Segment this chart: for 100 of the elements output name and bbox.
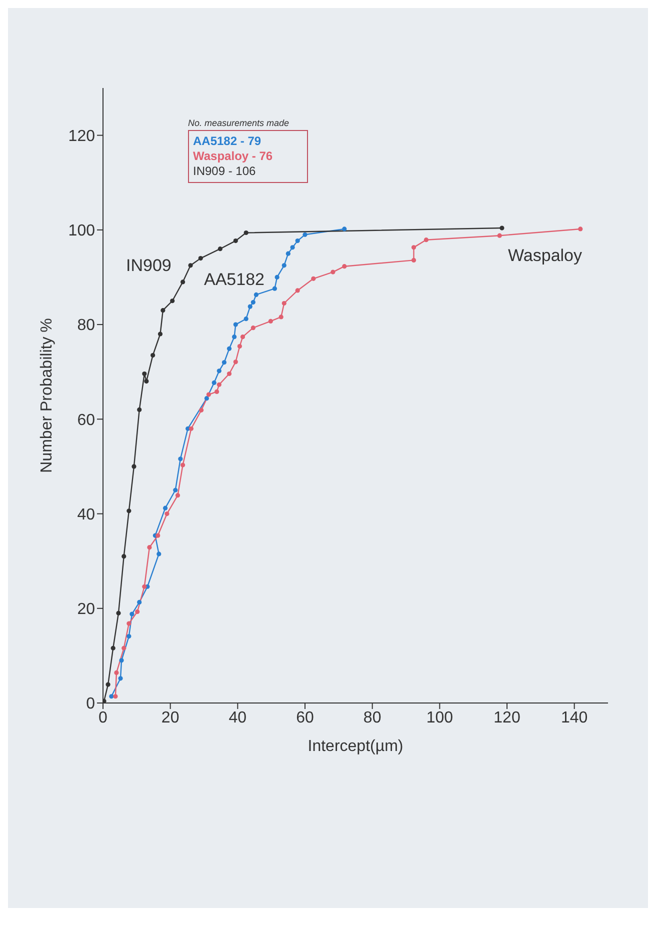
y-axis-title: Number Probability % [38,318,56,473]
point [137,600,142,605]
point [254,292,258,298]
point [290,245,295,250]
point [342,264,347,269]
point [206,392,212,397]
point [113,694,118,699]
point [295,288,300,293]
point [144,379,149,384]
annotation: IN909 [126,256,172,276]
point [232,334,237,340]
x-tick-label: 80 [363,709,382,726]
point [216,368,222,374]
point [198,256,203,261]
point [178,456,183,462]
point [114,670,119,676]
point [156,533,160,538]
point [233,322,238,327]
point [142,584,147,589]
point [240,334,246,340]
point [286,251,290,256]
point [122,646,126,650]
point [226,346,232,351]
point [214,389,220,394]
point [119,658,124,663]
point [204,396,209,401]
point [274,274,280,280]
y-tick-label: 120 [68,128,96,145]
point [218,246,222,252]
point [147,545,152,550]
point [160,308,166,313]
text: AA5182 - 79 [193,134,262,149]
y-tick-label: 80 [77,317,96,334]
annotation: Waspaloy [508,246,582,266]
x-tick-label: 140 [560,709,588,726]
point [188,426,194,431]
point [126,634,132,639]
point [282,300,286,306]
x-tick-label: 100 [426,709,454,726]
point [142,371,147,376]
point [302,232,308,237]
point [233,360,238,364]
point [248,304,252,309]
x-tick-label: 120 [494,709,520,726]
point [411,245,416,250]
text: IN909 - 106 [193,164,257,179]
annotation: AA5182 [204,270,264,290]
point [180,280,186,284]
point [135,609,140,614]
point [497,233,502,238]
point [244,316,248,322]
point [180,462,186,468]
point [164,511,170,516]
point [150,352,156,358]
point [106,682,110,687]
y-tick-label: 100 [68,222,96,240]
point [330,270,336,274]
point [109,694,114,699]
point [173,488,178,492]
point [411,258,416,262]
point [250,326,256,330]
point [250,300,256,305]
point [137,407,142,412]
x-axis-title: Intercept(µm) [308,738,404,755]
x-tick-label: 40 [228,709,247,726]
legend-title: No. measurements made [188,118,290,128]
y-tick-label: 0 [86,696,96,713]
point [282,263,286,268]
point [188,263,193,268]
point [237,344,242,349]
point [118,676,123,681]
point [158,332,163,336]
point [268,318,273,324]
point [130,612,134,616]
point [110,646,116,650]
point [578,226,583,232]
point [175,493,180,498]
x-tick-label: 0 [98,709,108,726]
x-tick-label: 20 [161,709,180,726]
point [170,298,175,304]
point [500,226,504,230]
point [103,698,106,703]
point [132,464,136,469]
x-tick-label: 60 [296,709,314,726]
point [311,276,316,281]
point [126,508,132,514]
point [342,226,347,232]
point [233,238,238,244]
point [216,382,222,387]
text: Waspaloy - 76 [193,149,274,164]
y-tick-label: 20 [77,601,96,618]
point [424,238,428,242]
point [162,506,168,510]
y-tick-label: 60 [77,412,96,429]
point [244,230,248,236]
point [199,408,204,412]
point [212,380,216,386]
point [122,554,126,559]
point [272,286,277,291]
point [295,238,300,244]
